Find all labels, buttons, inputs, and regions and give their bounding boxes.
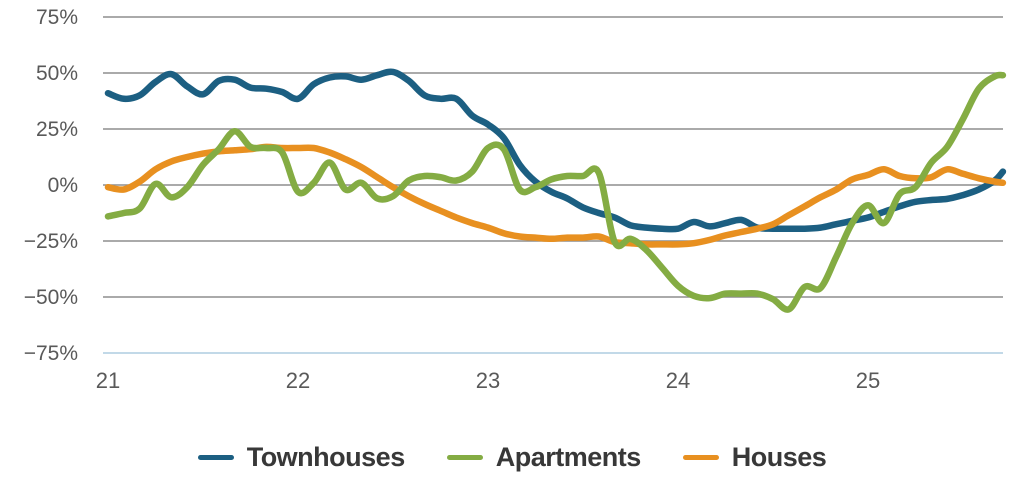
line-chart: 75% 50% 25% 0% −25% −50% −75% 21 22 23 24 25 bbox=[24, 6, 1007, 393]
legend-item-houses: Houses bbox=[682, 441, 827, 473]
legend-label-townhouses: Townhouses bbox=[246, 441, 406, 472]
x-axis-tick-label: 23 bbox=[476, 368, 500, 393]
legend-swatch-apartments-icon bbox=[446, 454, 483, 460]
legend-swatch-houses-icon bbox=[682, 454, 719, 460]
y-axis-tick-label: 75% bbox=[36, 6, 78, 29]
series-line-townhouses bbox=[104, 68, 1007, 233]
y-axis-tick-label: −50% bbox=[24, 286, 78, 309]
legend-swatch-townhouses-icon bbox=[197, 454, 234, 460]
x-axis-tick-label: 21 bbox=[96, 368, 120, 393]
x-axis-tick-label: 22 bbox=[286, 368, 310, 393]
y-axis-tick-label: 25% bbox=[36, 118, 78, 141]
y-axis-tick-label: −75% bbox=[24, 342, 78, 365]
chart-area: 75% 50% 25% 0% −25% −50% −75% 21 22 23 24 25 bbox=[24, 6, 1007, 393]
x-axis-tick-label: 25 bbox=[856, 368, 880, 393]
legend-label-houses: Houses bbox=[731, 441, 827, 472]
legend-item-apartments: Apartments bbox=[446, 441, 642, 473]
y-axis-tick-label: −25% bbox=[24, 230, 78, 253]
legend: Townhouses Apartments Houses bbox=[0, 432, 1024, 482]
legend-item-townhouses: Townhouses bbox=[197, 441, 406, 473]
x-axis-tick-label: 24 bbox=[666, 368, 690, 393]
legend-label-apartments: Apartments bbox=[495, 441, 642, 472]
y-axis-tick-label: 50% bbox=[36, 62, 78, 85]
y-axis-tick-label: 0% bbox=[48, 174, 78, 197]
series-line-apartments bbox=[104, 71, 1007, 313]
